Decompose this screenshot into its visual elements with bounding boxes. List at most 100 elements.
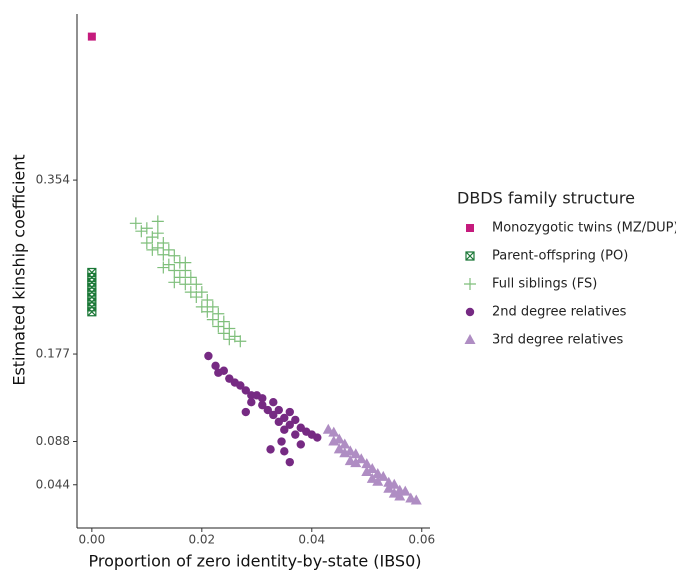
x-tick-label: 0.00 <box>78 533 105 547</box>
point <box>140 236 153 249</box>
point <box>258 394 267 403</box>
legend-label: Monozygotic twins (MZ/DUP) <box>492 221 676 236</box>
point <box>151 241 164 254</box>
point <box>212 320 225 333</box>
point <box>269 410 278 420</box>
point <box>372 475 384 486</box>
point <box>87 267 97 278</box>
point <box>223 333 236 346</box>
point <box>151 227 164 240</box>
point <box>157 261 170 274</box>
point <box>377 470 389 481</box>
y-tick-label: 0.177 <box>36 347 70 361</box>
point <box>361 458 373 469</box>
legend-label: 2nd degree relatives <box>492 305 627 320</box>
point <box>269 398 278 407</box>
point <box>291 430 300 439</box>
point <box>168 264 181 277</box>
point <box>277 437 286 446</box>
point <box>201 293 214 306</box>
point <box>296 440 305 449</box>
point <box>241 386 251 395</box>
point <box>135 225 148 238</box>
point <box>280 413 289 423</box>
point <box>241 407 251 417</box>
y-tick-label: 0.354 <box>36 173 70 187</box>
point <box>350 448 362 459</box>
point <box>162 258 175 271</box>
point <box>291 415 300 425</box>
point <box>344 445 356 456</box>
point <box>366 472 378 483</box>
point <box>372 467 384 478</box>
point <box>328 426 340 437</box>
point <box>228 330 241 343</box>
x-tick-label: 0.06 <box>408 533 435 547</box>
point <box>322 423 334 434</box>
point <box>333 433 345 444</box>
point <box>168 249 181 262</box>
legend-symbol <box>466 224 474 232</box>
y-tick-label: 0.044 <box>36 477 70 491</box>
point <box>212 307 225 320</box>
point <box>388 478 400 489</box>
point <box>236 381 245 390</box>
point <box>179 278 192 291</box>
point <box>234 335 247 348</box>
x-axis-label: Proportion of zero identity-by-state (IB… <box>89 552 422 571</box>
legend-symbol <box>464 334 476 344</box>
point <box>263 405 272 415</box>
y-tick-label: 0.088 <box>36 434 70 448</box>
point <box>217 327 230 340</box>
legend-symbol <box>465 307 475 317</box>
point <box>388 487 400 498</box>
point <box>366 463 378 474</box>
point <box>217 315 230 328</box>
point <box>383 482 395 493</box>
legend-symbol <box>464 278 476 290</box>
point <box>344 455 356 466</box>
x-tick-label: 0.02 <box>188 533 215 547</box>
point <box>339 438 351 449</box>
point <box>274 405 283 415</box>
point <box>394 490 406 501</box>
point <box>223 322 236 335</box>
point <box>184 271 197 284</box>
point <box>258 400 267 410</box>
point <box>151 215 164 228</box>
point <box>190 291 203 304</box>
point <box>285 457 294 467</box>
point <box>206 313 219 326</box>
point <box>140 222 153 235</box>
point <box>285 420 294 430</box>
point <box>333 443 345 454</box>
point <box>266 445 275 454</box>
point <box>87 32 96 41</box>
legend-symbol <box>465 251 475 261</box>
point <box>157 236 170 249</box>
point <box>129 217 142 230</box>
point <box>157 248 170 261</box>
point <box>361 465 373 476</box>
point <box>168 276 181 289</box>
point <box>399 485 411 496</box>
point <box>201 305 214 318</box>
point <box>184 286 197 299</box>
point <box>410 494 422 505</box>
legend-label: Full siblings (FS) <box>492 277 597 292</box>
x-tick-label: 0.04 <box>298 533 325 547</box>
point <box>195 286 208 299</box>
point <box>313 433 322 442</box>
point <box>206 300 219 313</box>
legend-label: 3rd degree relatives <box>492 333 623 348</box>
point <box>146 243 159 256</box>
point <box>211 361 220 371</box>
point <box>247 398 256 407</box>
point <box>285 407 294 417</box>
point <box>195 300 208 313</box>
point <box>280 425 289 434</box>
point <box>204 351 213 361</box>
point <box>190 278 203 291</box>
